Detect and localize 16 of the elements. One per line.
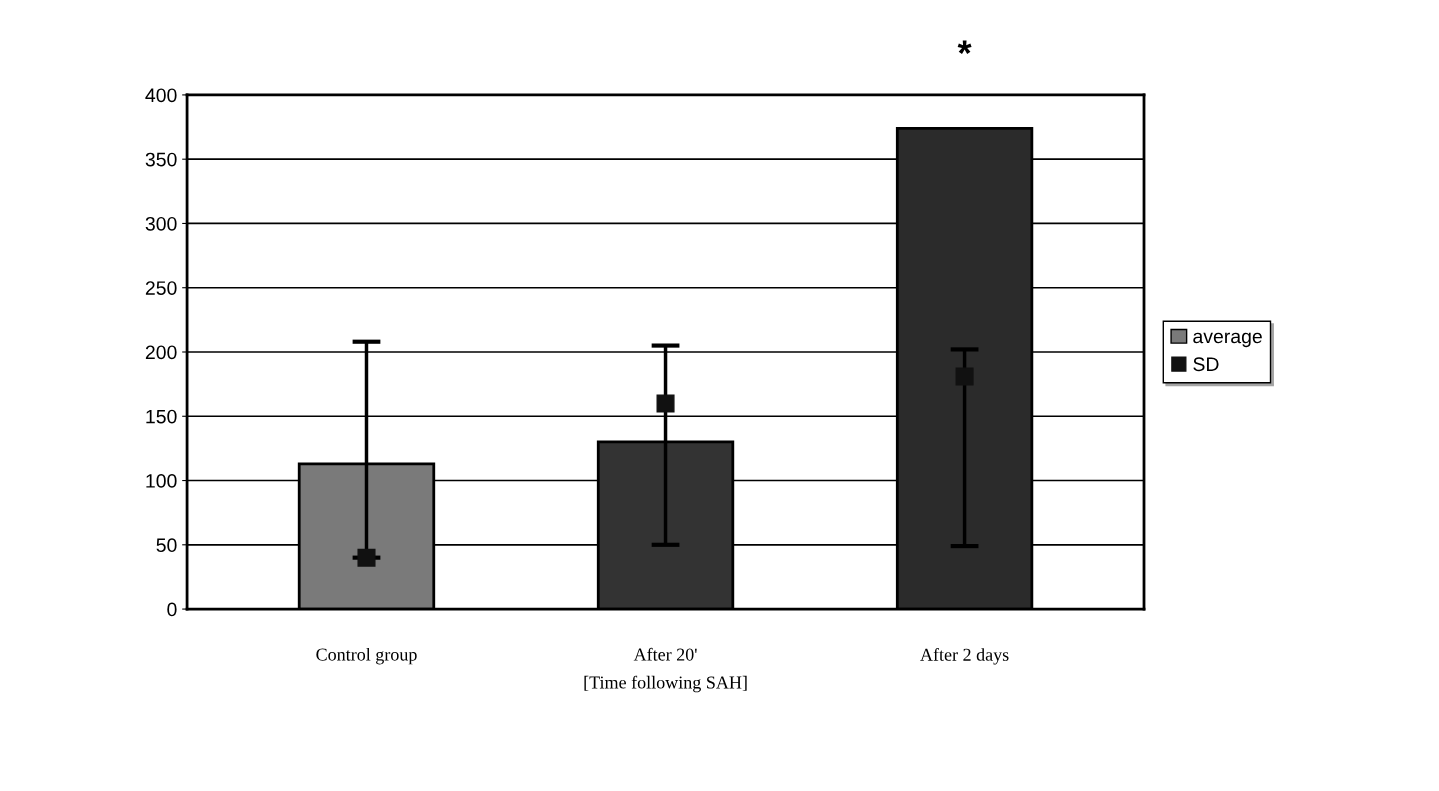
- x-tick-label: After 20': [633, 647, 697, 661]
- y-tick-label: 400: [145, 88, 177, 103]
- y-tick-label: 100: [146, 474, 177, 488]
- legend-label: average: [1193, 332, 1262, 348]
- legend-label: SD: [1193, 357, 1219, 372]
- y-tick-label: 50: [156, 538, 177, 553]
- y-tick-label: 150: [146, 409, 177, 424]
- y-tick-label: 250: [145, 281, 177, 295]
- x-tick-label: After 2 days: [920, 647, 1009, 665]
- y-tick-label: 200: [145, 345, 177, 360]
- y-tick-label: 300: [145, 216, 177, 231]
- y-tick-label: 350: [145, 152, 177, 167]
- x-tick-label: Control group: [316, 647, 417, 665]
- y-tick-label: 0: [167, 602, 177, 617]
- x-axis-title: [Time following SAH]: [584, 675, 747, 693]
- annotation: *: [957, 40, 972, 54]
